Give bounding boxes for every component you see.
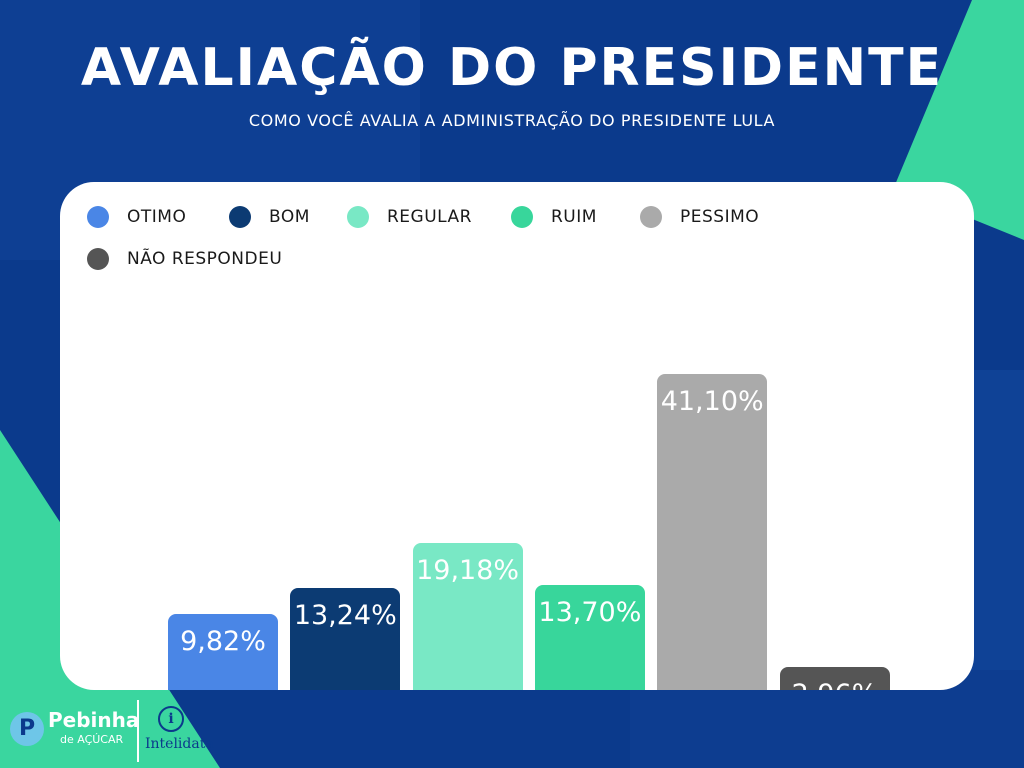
bar-value-label: 19,18% <box>416 554 520 586</box>
pebinha-logo-tagline: de AÇÚCAR <box>60 733 124 746</box>
bar-value-label: 2,96% <box>775 679 895 690</box>
intelidata-logo-name: Intelidata <box>145 736 214 752</box>
pebinha-logo-name: Pebinha <box>48 708 140 732</box>
bar-pessimo <box>657 374 768 690</box>
legend-swatch <box>87 248 109 270</box>
bar-value-label: 13,24% <box>293 600 397 632</box>
legend-swatch <box>347 206 369 228</box>
legend-item: RUIM <box>511 204 597 230</box>
legend-label: PESSIMO <box>680 207 760 227</box>
page-title: AVALIAÇÃO DO PRESIDENTE <box>80 38 944 98</box>
bar-value-label: 13,70% <box>538 596 642 628</box>
legend-label: NÃO RESPONDEU <box>127 249 283 269</box>
legend-swatch <box>640 206 662 228</box>
pebinha-logo-icon: P <box>10 712 44 746</box>
page-subtitle: COMO VOCÊ AVALIA A ADMINISTRAÇÃO DO PRES… <box>248 111 776 130</box>
legend-item: BOM <box>229 204 310 230</box>
legend-label: OTIMO <box>127 207 187 227</box>
bar-value-label: 9,82% <box>180 626 266 658</box>
bar-bom <box>290 588 401 690</box>
bar-ruim <box>534 584 645 690</box>
legend-label: BOM <box>269 207 310 227</box>
footer-logos: P Pebinha de AÇÚCAR i Intelidata <box>10 700 220 766</box>
legend-item: PESSIMO <box>640 204 759 230</box>
legend-label: RUIM <box>551 207 597 227</box>
legend-item: NÃO RESPONDEU <box>87 246 282 272</box>
bar-regular <box>412 542 523 690</box>
legend-item: OTIMO <box>87 204 186 230</box>
legend-label: REGULAR <box>387 207 472 227</box>
bar-n-o-respondeu <box>779 667 890 690</box>
legend-item: REGULAR <box>347 204 472 230</box>
bar-otimo <box>168 614 278 690</box>
chart-card: OTIMO BOM REGULAR RUIM PESSIMO NÃO RESPONDEU … <box>60 182 974 690</box>
legend-swatch <box>511 206 533 228</box>
legend-swatch <box>229 206 251 228</box>
bar-value-label: 41,10% <box>660 386 764 417</box>
logo-divider <box>137 700 139 762</box>
legend-swatch <box>87 206 109 228</box>
intelidata-logo-icon: i <box>158 706 184 732</box>
